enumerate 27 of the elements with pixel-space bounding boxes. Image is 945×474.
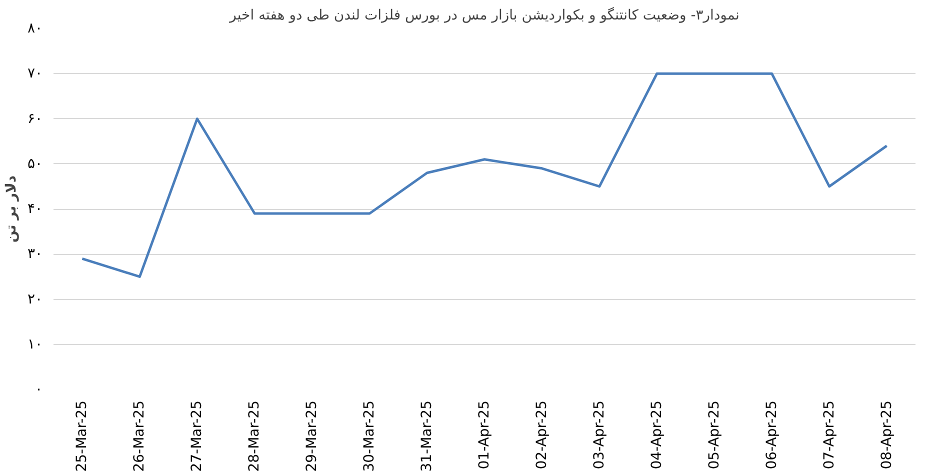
y-tick-label: ۸۰ xyxy=(27,20,43,36)
y-tick-label: ۱۰ xyxy=(27,336,43,352)
x-tick-label: 25-Mar-25 xyxy=(74,400,90,472)
y-tick-label: ۵۰ xyxy=(27,156,43,172)
x-tick-label: 26-Mar-25 xyxy=(132,400,148,472)
y-tick-label: ۷۰ xyxy=(27,66,43,82)
y-tick-label: ۳۰ xyxy=(27,246,43,262)
x-tick-label: 27-Mar-25 xyxy=(189,400,206,472)
x-tick-label: 01-Apr-25 xyxy=(476,400,492,470)
x-tick-label: 03-Apr-25 xyxy=(591,400,608,470)
y-tick-label: ۴۰ xyxy=(27,201,43,217)
x-tick-label: 07-Apr-25 xyxy=(821,400,838,470)
line-series xyxy=(80,72,888,278)
x-tick-label: 30-Mar-25 xyxy=(362,400,378,472)
x-tick-label: 04-Apr-25 xyxy=(648,400,665,470)
x-tick-label: 31-Mar-25 xyxy=(419,400,436,472)
y-tick-label: ۲۰ xyxy=(27,291,43,308)
x-tick-label: 02-Apr-25 xyxy=(534,400,550,470)
chart-title: نمودار۳- وضعیت کانتنگو و بکواردیشن بازار مس در بورس فلزات لندن طی دو هفته اخیر xyxy=(228,6,740,24)
x-tick-label: 08-Apr-25 xyxy=(878,400,895,470)
x-tick-label: 28-Mar-25 xyxy=(246,400,263,472)
y-tick-label: ۶۰ xyxy=(27,110,43,127)
x-tick-label: 05-Apr-25 xyxy=(706,400,722,470)
y-tick-label: ۰ xyxy=(34,382,43,398)
y-axis-title: دلار بر تن xyxy=(3,175,20,243)
x-tick-label: 06-Apr-25 xyxy=(764,400,780,470)
x-tick-label: 29-Mar-25 xyxy=(304,400,320,472)
